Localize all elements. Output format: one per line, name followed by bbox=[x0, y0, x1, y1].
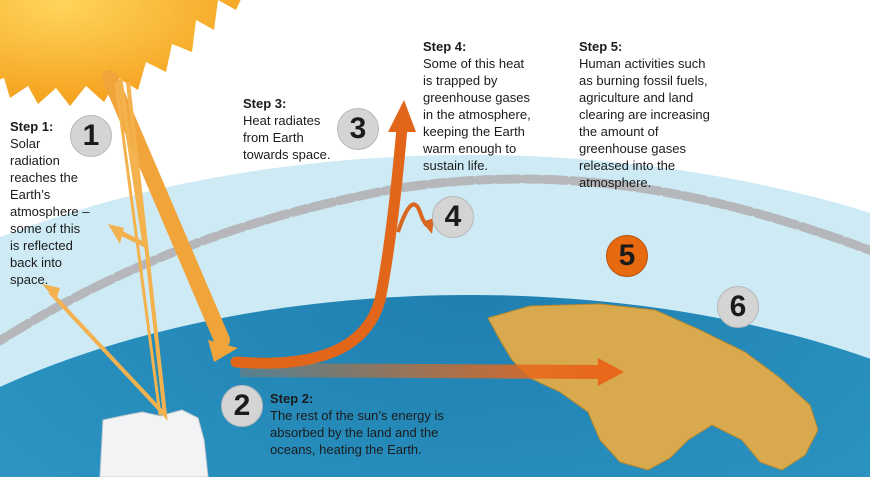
step-3-description: Step 3: Heat radiates from Earth towards… bbox=[243, 95, 353, 163]
step-4-text: Some of this heat is trapped by greenhou… bbox=[423, 56, 531, 173]
step-5-description: Step 5: Human activities such as burning… bbox=[579, 38, 759, 191]
step-3-badge: 3 bbox=[337, 108, 379, 150]
step-3-text: Heat radiates from Earth towards space. bbox=[243, 113, 331, 162]
step-5-badge: 5 bbox=[606, 235, 648, 277]
step-4-badge: 4 bbox=[432, 196, 474, 238]
radiated-heat-arrow bbox=[230, 100, 434, 369]
step-4-description: Step 4: Some of this heat is trapped by … bbox=[423, 38, 573, 174]
step-1-text: Solar radiation reaches the Earth’s atmo… bbox=[10, 136, 90, 287]
step-1-heading: Step 1: bbox=[10, 119, 54, 134]
incoming-radiation-arrows bbox=[42, 70, 238, 421]
step-2-heading: Step 2: bbox=[270, 391, 314, 406]
step-5-heading: Step 5: bbox=[579, 39, 623, 54]
land-mass bbox=[487, 303, 819, 471]
sun-icon bbox=[0, 0, 241, 106]
step-2-text: The rest of the sun’s energy is absorbed… bbox=[270, 408, 444, 457]
step-2-badge: 2 bbox=[221, 385, 263, 427]
step-2-description: Step 2: The rest of the sun’s energy is … bbox=[270, 390, 500, 458]
step-3-heading: Step 3: bbox=[243, 96, 287, 111]
step-4-heading: Step 4: bbox=[423, 39, 467, 54]
step-1-description: Step 1: Solar radiation reaches the Eart… bbox=[10, 118, 100, 288]
step-5-text: Human activities such as burning fossil … bbox=[579, 56, 710, 190]
step-1-badge: 1 bbox=[70, 115, 112, 157]
absorbed-heat-arrow bbox=[239, 358, 624, 386]
ice-sheet bbox=[99, 409, 209, 477]
step-6-badge: 6 bbox=[717, 286, 759, 328]
